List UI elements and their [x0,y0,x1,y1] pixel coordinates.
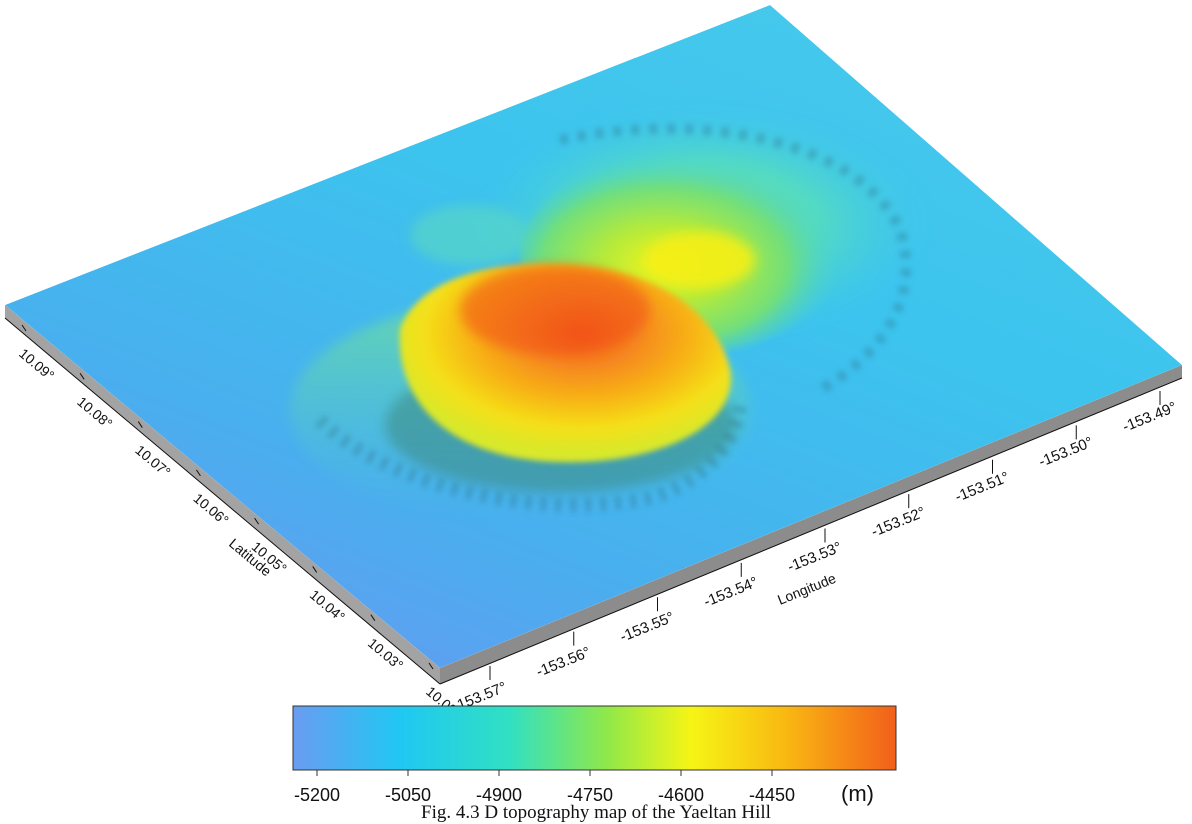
colorbar-tick-label: -4750 [567,785,613,805]
map-side-wall-left [5,305,440,684]
colorbar-tick-label: -4900 [476,785,522,805]
latitude-tick-mark [312,566,318,573]
latitude-tick-mark [370,614,376,621]
longitude-tick-label: -153.53° [785,539,844,576]
colorbar-tick-label: -4600 [658,785,704,805]
latitude-tick-mark [254,517,259,525]
latitude-tick-mark [428,662,434,670]
longitude-tick-label: -153.56° [534,644,593,681]
colorbar-tick-label: -5050 [385,785,431,805]
colorbar-ticks: -5200 -5050 -4900 -4750 -4600 -4450 [294,770,795,805]
depth-colorbar: -5200 -5050 -4900 -4750 -4600 -4450 (m) [292,705,897,806]
figure-caption: Fig. 4.3 D topography map of the Yaeltan… [421,802,771,823]
latitude-tick-mark [137,421,143,428]
colorbar-tick-label: -5200 [294,785,340,805]
latitude-tick-mark [79,373,85,380]
colorbar-gradient [292,705,897,771]
longitude-tick-label: -153.50° [1036,434,1095,471]
colorbar-unit: (m) [841,781,874,806]
longitude-tick-label: -153.52° [869,504,928,541]
longitude-tick-label: -153.55° [618,609,677,646]
map-side-wall-front [440,365,1182,684]
longitude-tick-label: -153.51° [953,469,1012,506]
longitude-tick-label: -153.54° [701,574,760,611]
latitude-tick-mark [21,324,27,332]
colorbar-tick-label: -4450 [749,785,795,805]
latitude-tick-mark [196,469,201,477]
terrain-surface [5,5,1182,668]
longitude-tick-label: -153.49° [1120,399,1179,436]
longitude-axis-title: Longitude [775,570,838,608]
